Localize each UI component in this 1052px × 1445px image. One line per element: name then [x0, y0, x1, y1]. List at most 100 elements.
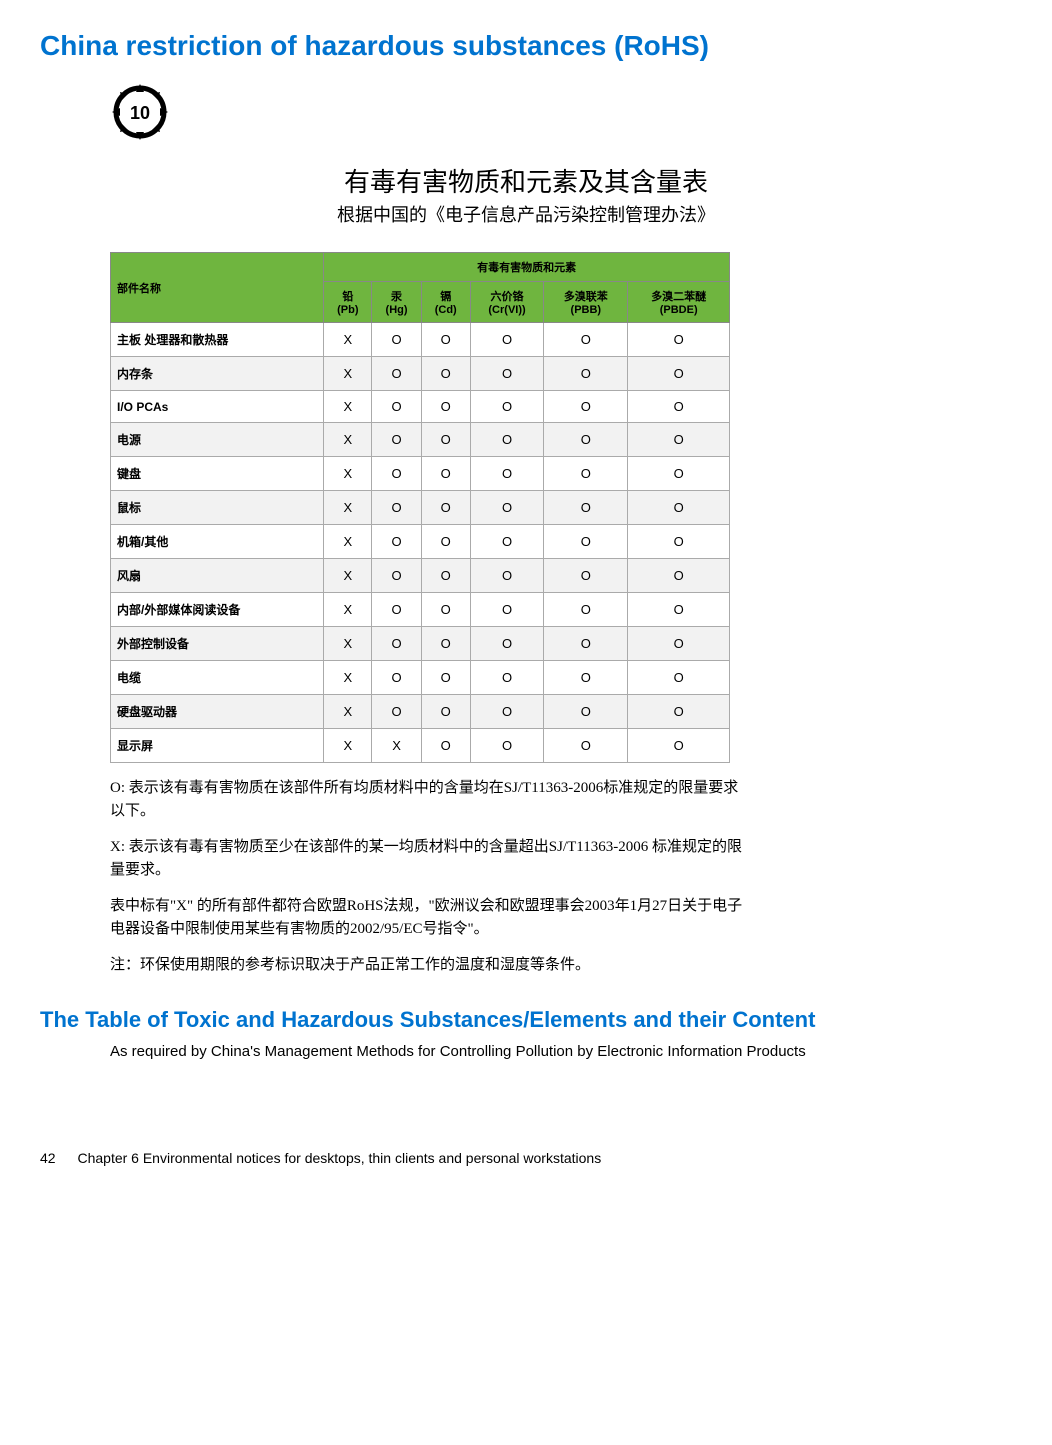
page-title: China restriction of hazardous substance… — [40, 30, 1012, 62]
table-row: 内部/外部媒体阅读设备XOOOOO — [111, 593, 730, 627]
part-name-cell: 内存条 — [111, 357, 324, 391]
table-row: 机箱/其他XOOOOO — [111, 525, 730, 559]
part-name-cell: 键盘 — [111, 457, 324, 491]
value-cell: O — [544, 661, 628, 695]
value-cell: O — [628, 695, 730, 729]
epup-icon: 10 — [110, 82, 1012, 147]
page-number: 42 — [40, 1150, 56, 1166]
part-name-cell: 电缆 — [111, 661, 324, 695]
value-cell: O — [470, 491, 543, 525]
value-cell: O — [372, 525, 421, 559]
value-cell: X — [324, 525, 372, 559]
note-x: X: 表示该有毒有害物质至少在该部件的某一均质材料中的含量超出SJ/T11363… — [110, 836, 750, 881]
value-cell: O — [421, 457, 470, 491]
value-cell: O — [372, 593, 421, 627]
value-cell: X — [324, 593, 372, 627]
rohs-table: 部件名称 有毒有害物质和元素 铅(Pb)汞(Hg)镉(Cd)六价铬(Cr(VI)… — [110, 252, 730, 763]
value-cell: O — [421, 559, 470, 593]
col-part-name: 部件名称 — [111, 253, 324, 323]
value-cell: O — [628, 525, 730, 559]
chinese-title: 有毒有害物质和元素及其含量表 — [40, 162, 1012, 199]
col-substance: 多溴联苯(PBB) — [544, 282, 628, 323]
value-cell: O — [544, 491, 628, 525]
value-cell: X — [324, 729, 372, 763]
value-cell: O — [470, 423, 543, 457]
part-name-cell: 机箱/其他 — [111, 525, 324, 559]
value-cell: O — [421, 729, 470, 763]
value-cell: O — [544, 525, 628, 559]
value-cell: O — [470, 357, 543, 391]
part-name-cell: 鼠标 — [111, 491, 324, 525]
value-cell: O — [421, 593, 470, 627]
part-name-cell: 主板 处理器和散热器 — [111, 323, 324, 357]
value-cell: O — [544, 357, 628, 391]
table-row: 鼠标XOOOOO — [111, 491, 730, 525]
value-cell: O — [372, 423, 421, 457]
value-cell: O — [421, 491, 470, 525]
value-cell: O — [372, 357, 421, 391]
value-cell: O — [421, 391, 470, 423]
part-name-cell: 内部/外部媒体阅读设备 — [111, 593, 324, 627]
chinese-subtitle: 根据中国的《电子信息产品污染控制管理办法》 — [40, 201, 1012, 227]
value-cell: O — [421, 695, 470, 729]
table-row: I/O PCAsXOOOOO — [111, 391, 730, 423]
value-cell: O — [372, 627, 421, 661]
part-name-cell: 硬盘驱动器 — [111, 695, 324, 729]
value-cell: O — [628, 457, 730, 491]
part-name-cell: 电源 — [111, 423, 324, 457]
table-notes: O: 表示该有毒有害物质在该部件所有均质材料中的含量均在SJ/T11363-20… — [110, 777, 750, 977]
table-row: 外部控制设备XOOOOO — [111, 627, 730, 661]
value-cell: O — [544, 593, 628, 627]
value-cell: O — [544, 695, 628, 729]
page-footer: 42 Chapter 6 Environmental notices for d… — [40, 1150, 1012, 1166]
value-cell: O — [628, 357, 730, 391]
value-cell: O — [372, 391, 421, 423]
value-cell: X — [324, 423, 372, 457]
value-cell: O — [421, 357, 470, 391]
value-cell: X — [324, 695, 372, 729]
col-substance: 镉(Cd) — [421, 282, 470, 323]
part-name-cell: 风扇 — [111, 559, 324, 593]
svg-text:10: 10 — [130, 103, 150, 123]
part-name-cell: 显示屏 — [111, 729, 324, 763]
value-cell: X — [324, 357, 372, 391]
value-cell: O — [421, 423, 470, 457]
col-substance: 六价铬(Cr(VI)) — [470, 282, 543, 323]
value-cell: X — [324, 491, 372, 525]
english-note: As required by China's Management Method… — [110, 1043, 980, 1060]
value-cell: O — [544, 457, 628, 491]
value-cell: O — [470, 457, 543, 491]
value-cell: O — [470, 559, 543, 593]
value-cell: O — [372, 559, 421, 593]
value-cell: O — [372, 695, 421, 729]
sub-heading: The Table of Toxic and Hazardous Substan… — [40, 1007, 1012, 1033]
table-row: 键盘XOOOOO — [111, 457, 730, 491]
note-eu: 表中标有"X" 的所有部件都符合欧盟RoHS法规，"欧洲议会和欧盟理事会2003… — [110, 895, 750, 940]
table-row: 硬盘驱动器XOOOOO — [111, 695, 730, 729]
value-cell: O — [544, 729, 628, 763]
value-cell: X — [324, 661, 372, 695]
table-row: 风扇XOOOOO — [111, 559, 730, 593]
value-cell: X — [324, 457, 372, 491]
note-o: O: 表示该有毒有害物质在该部件所有均质材料中的含量均在SJ/T11363-20… — [110, 777, 750, 822]
value-cell: X — [324, 323, 372, 357]
value-cell: O — [628, 491, 730, 525]
value-cell: O — [544, 423, 628, 457]
value-cell: O — [372, 323, 421, 357]
table-row: 内存条XOOOOO — [111, 357, 730, 391]
value-cell: O — [470, 627, 543, 661]
value-cell: X — [324, 627, 372, 661]
value-cell: X — [372, 729, 421, 763]
value-cell: O — [421, 627, 470, 661]
value-cell: O — [372, 457, 421, 491]
value-cell: O — [544, 323, 628, 357]
value-cell: X — [324, 391, 372, 423]
value-cell: O — [544, 559, 628, 593]
table-row: 主板 处理器和散热器XOOOOO — [111, 323, 730, 357]
value-cell: O — [372, 661, 421, 695]
value-cell: O — [470, 593, 543, 627]
value-cell: O — [628, 729, 730, 763]
value-cell: O — [421, 323, 470, 357]
part-name-cell: I/O PCAs — [111, 391, 324, 423]
value-cell: O — [470, 525, 543, 559]
